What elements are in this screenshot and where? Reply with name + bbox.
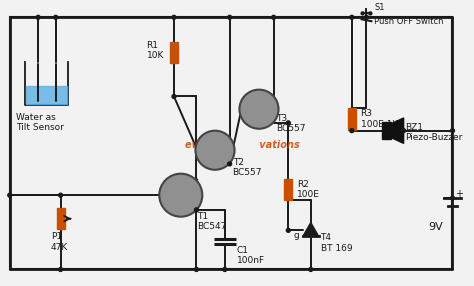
Circle shape	[54, 15, 58, 19]
Text: +: +	[456, 189, 464, 199]
Text: T1
BC547: T1 BC547	[197, 212, 227, 231]
Circle shape	[401, 129, 406, 133]
Circle shape	[59, 267, 63, 271]
Text: R3
100E 1W: R3 100E 1W	[361, 109, 401, 129]
Text: 9V: 9V	[428, 222, 443, 232]
Text: S1: S1	[374, 3, 385, 12]
Polygon shape	[303, 223, 319, 236]
FancyBboxPatch shape	[284, 178, 292, 200]
Text: P1
47K: P1 47K	[51, 232, 68, 252]
Circle shape	[361, 12, 364, 15]
Polygon shape	[391, 118, 404, 143]
Circle shape	[36, 15, 40, 19]
Circle shape	[194, 267, 199, 271]
Circle shape	[309, 267, 313, 271]
Text: BZ1
Piezo-Buzzer: BZ1 Piezo-Buzzer	[406, 123, 463, 142]
Text: R1
10K: R1 10K	[146, 41, 164, 60]
Circle shape	[223, 267, 227, 271]
Circle shape	[228, 162, 232, 166]
Circle shape	[194, 208, 199, 212]
Circle shape	[450, 196, 455, 200]
Circle shape	[450, 129, 455, 133]
Circle shape	[228, 15, 232, 19]
Circle shape	[239, 90, 279, 129]
FancyBboxPatch shape	[170, 42, 178, 63]
Circle shape	[286, 229, 290, 232]
Circle shape	[369, 12, 372, 15]
Circle shape	[172, 94, 176, 98]
Text: T4
BT 169: T4 BT 169	[320, 233, 352, 253]
Text: Push OFF Switch: Push OFF Switch	[374, 17, 444, 26]
Text: C1
100nF: C1 100nF	[237, 246, 264, 265]
Text: T2
BC557: T2 BC557	[233, 158, 262, 177]
Circle shape	[350, 15, 354, 19]
Circle shape	[59, 193, 63, 197]
FancyBboxPatch shape	[348, 108, 356, 130]
Circle shape	[272, 15, 275, 19]
Circle shape	[286, 121, 290, 125]
Text: R2
100E: R2 100E	[297, 180, 320, 199]
Text: T3
BC557: T3 BC557	[276, 114, 306, 134]
Circle shape	[350, 129, 354, 133]
Circle shape	[8, 193, 12, 197]
Circle shape	[172, 15, 176, 19]
Circle shape	[365, 15, 368, 19]
Circle shape	[159, 174, 202, 217]
Circle shape	[195, 131, 235, 170]
Text: ewagat          vations: ewagat vations	[185, 140, 300, 150]
FancyBboxPatch shape	[57, 208, 64, 229]
FancyBboxPatch shape	[382, 122, 391, 140]
Text: g: g	[293, 231, 299, 240]
FancyBboxPatch shape	[27, 86, 67, 104]
Text: Water as
Tilt Sensor: Water as Tilt Sensor	[16, 113, 64, 132]
